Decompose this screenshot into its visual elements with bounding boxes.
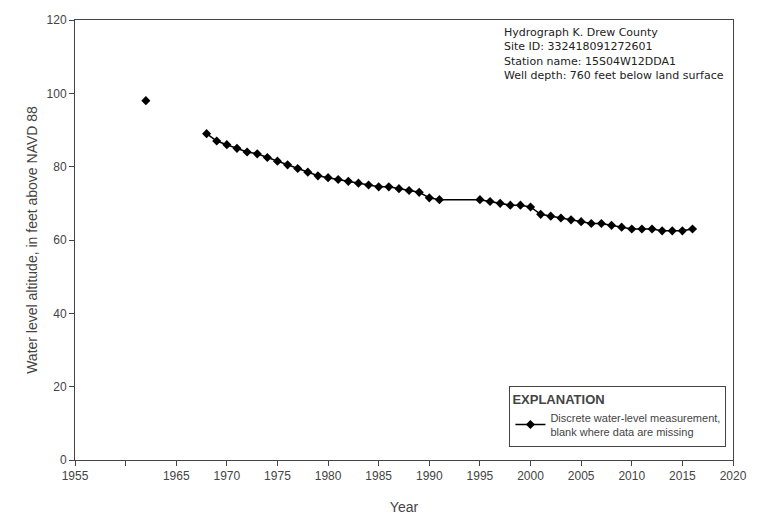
svg-text:Discrete water-level measureme: Discrete water-level measurement,blank w… [550, 412, 720, 438]
svg-text:2020: 2020 [720, 469, 747, 483]
svg-text:1965: 1965 [163, 469, 190, 483]
svg-text:1975: 1975 [264, 469, 291, 483]
svg-text:Year: Year [390, 499, 419, 515]
svg-text:1995: 1995 [467, 469, 494, 483]
svg-text:20: 20 [53, 380, 67, 394]
svg-text:80: 80 [53, 160, 67, 174]
svg-text:Hydrograph K. Drew CountySite: Hydrograph K. Drew CountySite ID: 332418… [504, 26, 724, 82]
svg-text:120: 120 [47, 13, 67, 27]
svg-text:0: 0 [60, 453, 67, 467]
svg-text:1985: 1985 [365, 469, 392, 483]
svg-text:2000: 2000 [517, 469, 544, 483]
svg-text:1990: 1990 [416, 469, 443, 483]
svg-text:1955: 1955 [62, 469, 89, 483]
svg-text:2005: 2005 [568, 469, 595, 483]
svg-text:1970: 1970 [213, 469, 240, 483]
svg-text:EXPLANATION: EXPLANATION [512, 392, 604, 407]
svg-text:40: 40 [53, 307, 67, 321]
svg-text:60: 60 [53, 233, 67, 247]
svg-text:100: 100 [47, 87, 67, 101]
svg-text:1980: 1980 [315, 469, 342, 483]
svg-text:Water level altitude, in feet: Water level altitude, in feet above NAVD… [24, 106, 40, 374]
svg-text:2010: 2010 [618, 469, 645, 483]
svg-text:2015: 2015 [669, 469, 696, 483]
